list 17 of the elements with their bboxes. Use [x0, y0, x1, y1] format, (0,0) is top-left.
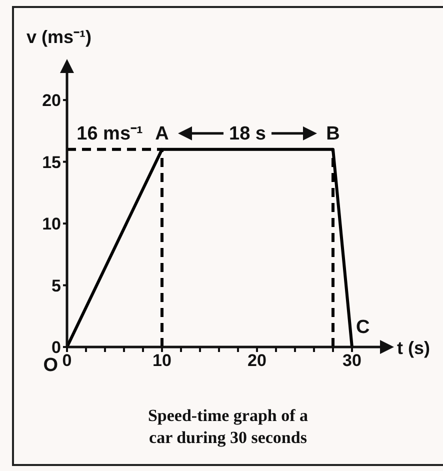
annotation: 16 ms⁻¹ — [76, 123, 143, 144]
y-tick-label: 20 — [42, 91, 61, 110]
annotation: O — [43, 355, 58, 376]
y-axis-title: v (ms⁻¹) — [26, 27, 92, 47]
y-tick-label: 5 — [52, 276, 61, 296]
x-axis-title: t (s) — [397, 338, 430, 358]
annotation: 18 s — [229, 123, 266, 144]
x-tick-label: 10 — [152, 351, 172, 370]
y-tick-label: 15 — [42, 152, 61, 172]
x-tick-label: 30 — [342, 351, 362, 370]
y-tick-label: 10 — [42, 214, 61, 234]
y-tick-label: 0 — [52, 338, 61, 358]
annotation: B — [326, 123, 340, 144]
x-tick-label: 20 — [248, 351, 266, 370]
annotation: C — [356, 317, 370, 338]
text: Speed-time graph of a car during 30 seconds — [146, 405, 310, 449]
annotation: A — [155, 123, 170, 144]
